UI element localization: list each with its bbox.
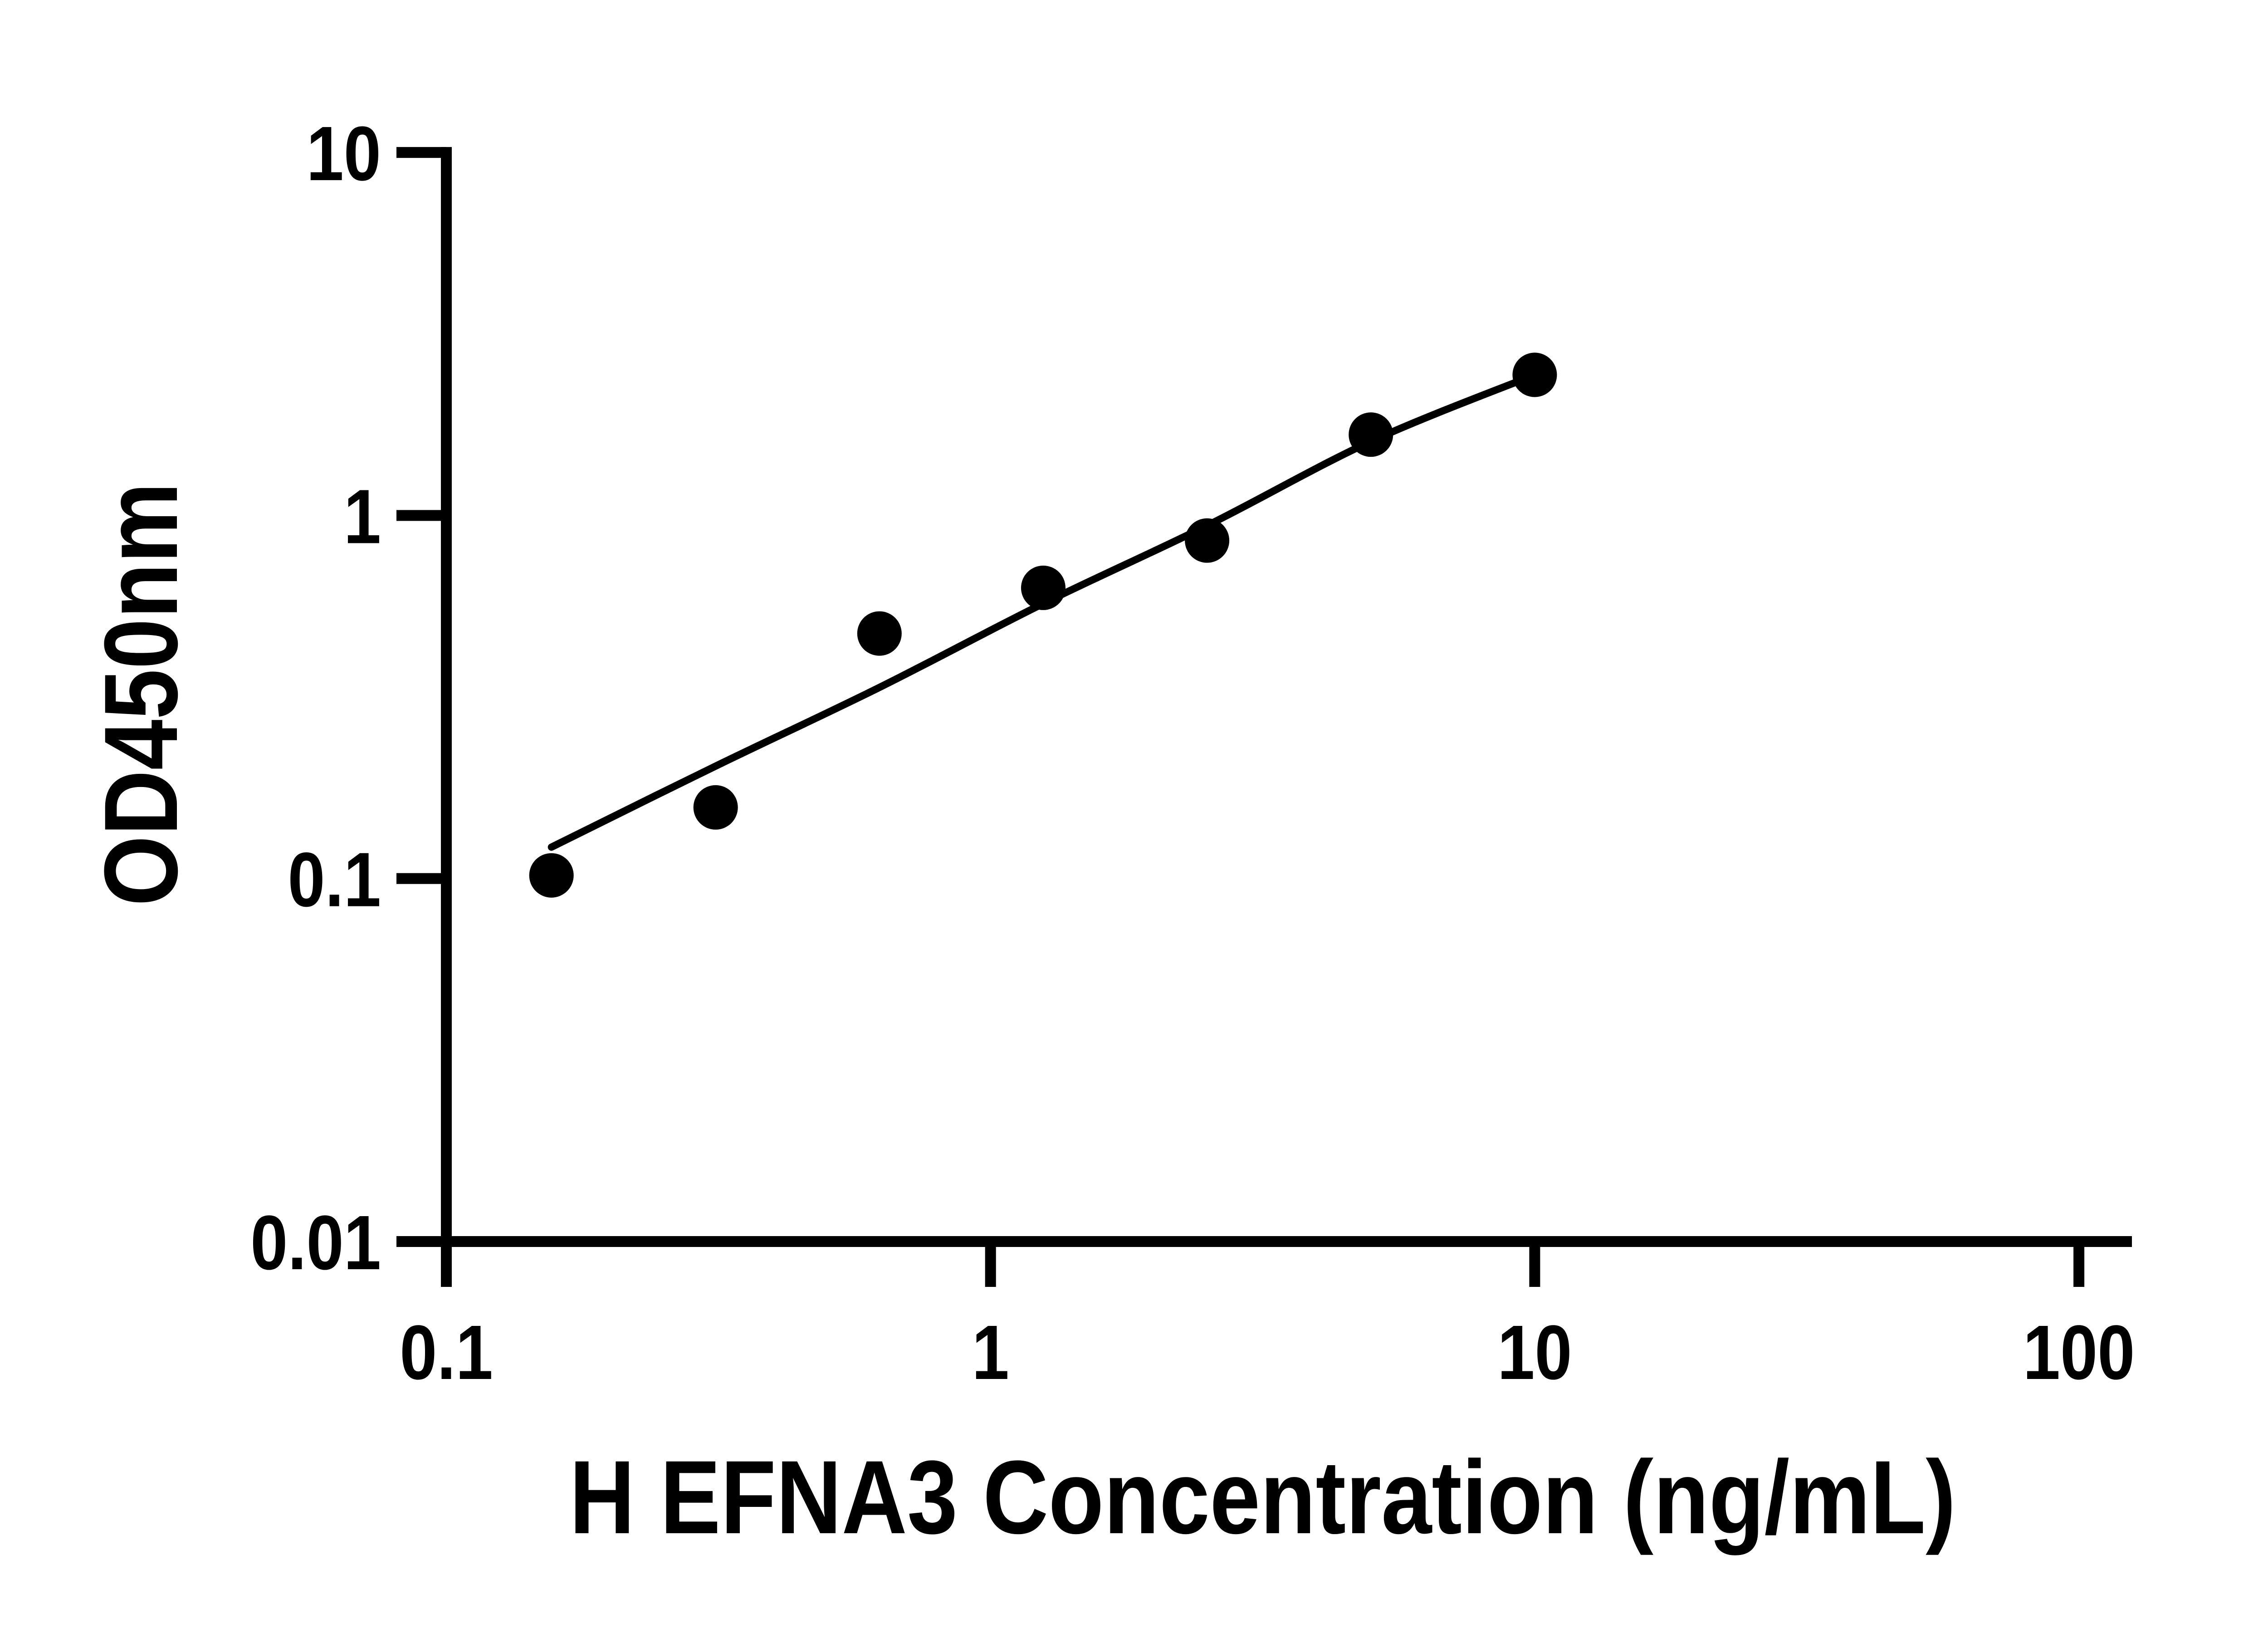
y-tick-label: 1 bbox=[344, 474, 381, 560]
data-point bbox=[1185, 518, 1230, 563]
data-point bbox=[693, 785, 738, 830]
y-tick-label: 0.1 bbox=[288, 836, 381, 923]
y-axis-title: OD450nm bbox=[83, 483, 199, 906]
x-tick-label: 100 bbox=[2023, 1309, 2135, 1395]
data-point bbox=[857, 611, 902, 656]
x-tick-label: 1 bbox=[972, 1309, 1009, 1395]
data-point bbox=[1349, 412, 1393, 457]
y-tick-label: 0.01 bbox=[250, 1199, 381, 1286]
y-tick-label: 10 bbox=[306, 110, 381, 196]
data-point bbox=[1021, 565, 1066, 610]
x-tick-label: 10 bbox=[1497, 1309, 1572, 1395]
data-point bbox=[529, 853, 574, 898]
x-tick-label: 0.1 bbox=[400, 1309, 493, 1395]
x-axis-title: H EFNA3 Concentration (ng/mL) bbox=[569, 1439, 1956, 1555]
data-point bbox=[1512, 352, 1557, 397]
